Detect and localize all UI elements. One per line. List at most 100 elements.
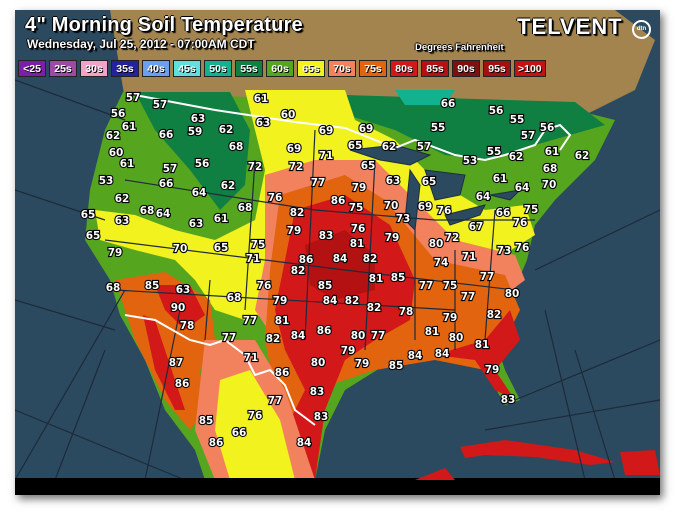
legend-swatch: 25s — [49, 60, 77, 77]
temperature-reading: 84 — [435, 348, 450, 360]
temperature-reading: 64 — [156, 208, 171, 220]
temperature-reading: 60 — [281, 109, 296, 121]
legend-swatch: 75s — [359, 60, 387, 77]
temperature-reading: 79 — [443, 312, 458, 324]
temperature-reading: 80 — [505, 288, 520, 300]
temperature-reading: 72 — [445, 232, 460, 244]
temperature-reading: 87 — [169, 357, 184, 369]
temperature-reading: 75 — [349, 202, 364, 214]
zone-mexico-65s — [215, 370, 295, 480]
legend-swatch: 80s — [390, 60, 418, 77]
us-canada-border — [134, 94, 572, 162]
temperature-reading: 80 — [429, 238, 444, 250]
temperature-reading: 55 — [487, 146, 502, 158]
temperature-reading: 79 — [273, 295, 288, 307]
temperature-reading: 79 — [287, 225, 302, 237]
temperature-reading: 61 — [545, 146, 560, 158]
temperature-reading: 79 — [341, 345, 356, 357]
temperature-reading: 61 — [120, 158, 135, 170]
temperature-reading: 85 — [145, 280, 160, 292]
temperature-reading: 62 — [509, 151, 524, 163]
temperature-reading: 69 — [319, 125, 334, 137]
temperature-reading: 78 — [180, 320, 195, 332]
temperature-reading: 65 — [86, 230, 101, 242]
legend-swatch: 45s — [173, 60, 201, 77]
temperature-reading: 82 — [291, 265, 306, 277]
temperature-reading: 73 — [396, 213, 411, 225]
yucatan — [415, 468, 455, 480]
temperature-reading: 82 — [345, 295, 360, 307]
temperature-reading: 80 — [351, 330, 366, 342]
temperature-reading: 53 — [99, 175, 114, 187]
temperature-reading: 68 — [543, 163, 558, 175]
temperature-reading: 63 — [191, 113, 206, 125]
temperature-reading: 76 — [248, 410, 263, 422]
temperature-reading: 75 — [251, 239, 266, 251]
temperature-reading: 77 — [268, 395, 283, 407]
temperature-reading: 64 — [476, 191, 491, 203]
temperature-reading: 61 — [214, 213, 229, 225]
temperature-reading: 77 — [480, 271, 495, 283]
temperature-reading: 79 — [485, 364, 500, 376]
temperature-reading: 77 — [222, 332, 237, 344]
temperature-reading: 72 — [248, 161, 263, 173]
temperature-reading: 79 — [355, 358, 370, 370]
legend-swatch: 90s — [452, 60, 480, 77]
temperature-reading: 59 — [188, 126, 203, 138]
temperature-reading: 74 — [434, 257, 449, 269]
temperature-reading: 57 — [417, 141, 432, 153]
temperature-reading: 85 — [199, 415, 214, 427]
temperature-reading: 85 — [391, 272, 406, 284]
temperature-reading: 84 — [297, 437, 312, 449]
temperature-reading: 70 — [384, 200, 399, 212]
temperature-reading: 77 — [461, 291, 476, 303]
temperature-reading: 62 — [382, 141, 397, 153]
temperature-reading: 86 — [175, 378, 190, 390]
temperature-reading: 75 — [524, 204, 539, 216]
temperature-reading: 65 — [361, 160, 376, 172]
legend-swatch: 95s — [483, 60, 511, 77]
baja-peninsula — [143, 315, 185, 410]
temperature-reading: 64 — [192, 187, 207, 199]
temperature-reading: 75 — [443, 280, 458, 292]
grid-lines — [15, 79, 660, 481]
temperature-reading: 63 — [115, 215, 130, 227]
temperature-reading: 84 — [323, 295, 338, 307]
temperature-reading: 82 — [367, 302, 382, 314]
temperature-reading: 71 — [244, 352, 259, 364]
temperature-reading: 86 — [209, 437, 224, 449]
temperature-reading: 69 — [359, 123, 374, 135]
temperature-reading: 68 — [106, 282, 121, 294]
soil-temperature-map-panel: 57 57 56 61 63 59 62 61 63 60 69 66 62 60 61 57 56 68 72 69… — [15, 10, 660, 495]
temperature-reading: 61 — [493, 173, 508, 185]
temperature-reading: 80 — [311, 357, 326, 369]
temperature-reading: 68 — [140, 205, 155, 217]
temperature-reading: 77 — [243, 315, 258, 327]
legend-swatch: 30s — [80, 60, 108, 77]
temperature-reading: 62 — [221, 180, 236, 192]
temperature-reading: 68 — [238, 202, 253, 214]
temperature-reading: 84 — [408, 350, 423, 362]
legend-swatch: 35s — [111, 60, 139, 77]
temperature-reading: 80 — [449, 332, 464, 344]
temperature-reading: 62 — [219, 124, 234, 136]
temperature-reading: 65 — [81, 209, 96, 221]
color-legend: <25 25s 30s 35s 40s 45s 50s 55s 60s 65s 70s 75s 80s 8… — [18, 60, 546, 77]
temperature-reading: 66 — [441, 98, 456, 110]
temperature-reading: 65 — [214, 242, 229, 254]
temperature-reading: 63 — [189, 218, 204, 230]
temperature-reading: 61 — [122, 121, 137, 133]
temperature-reading: 66 — [232, 427, 247, 439]
legend-swatch: <25 — [18, 60, 46, 77]
legend-swatch: 65s — [297, 60, 325, 77]
temperature-reading: 69 — [287, 143, 302, 155]
temperature-reading: 65 — [422, 176, 437, 188]
temperature-reading: 84 — [333, 253, 348, 265]
temperature-reading: 79 — [352, 182, 367, 194]
map-title: 4" Morning Soil Temperature — [25, 14, 303, 36]
temperature-reading: 81 — [425, 326, 440, 338]
temperature-reading: 81 — [350, 238, 365, 250]
temperature-reading: 81 — [369, 273, 384, 285]
temperature-reading: 56 — [540, 122, 555, 134]
temperature-reading: 71 — [319, 150, 334, 162]
